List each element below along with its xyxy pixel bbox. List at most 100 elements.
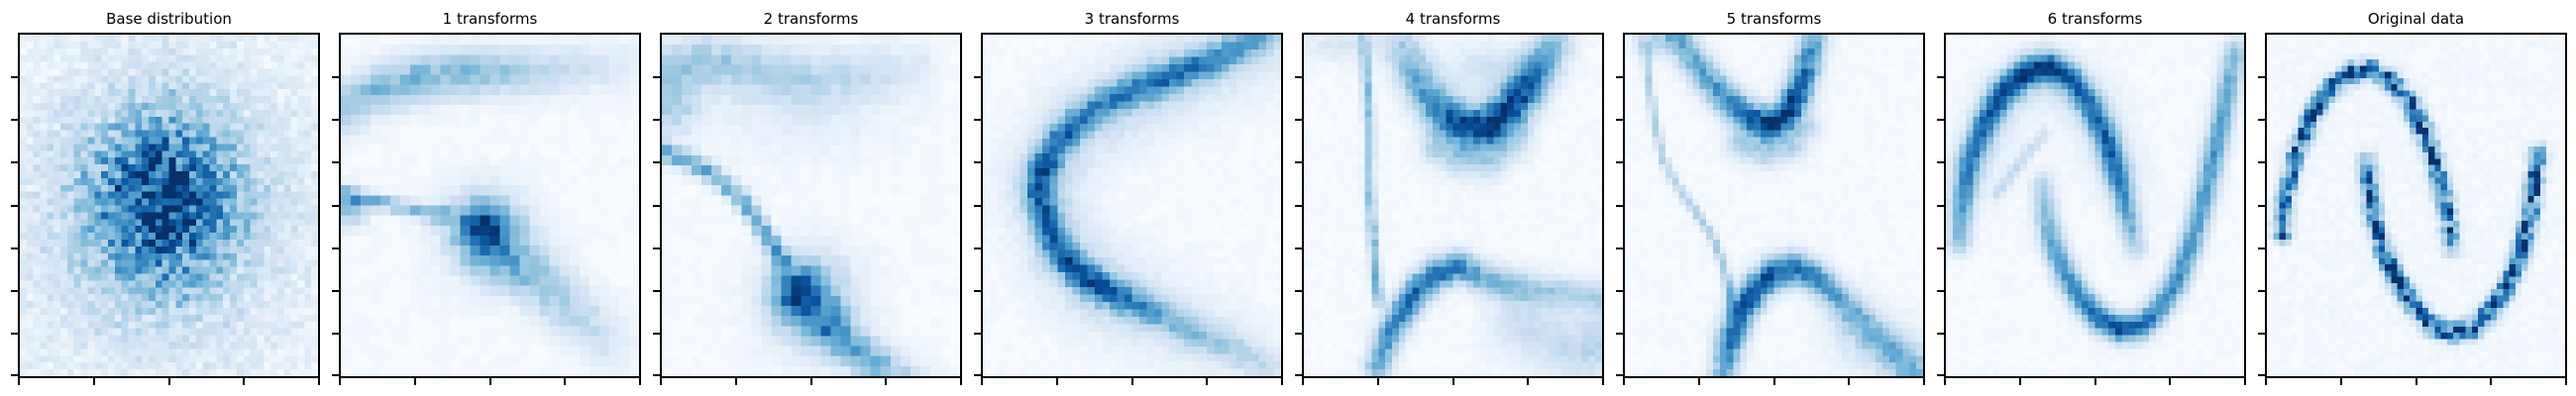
heatmap-canvas <box>1946 35 2244 376</box>
y-tick-mark <box>1937 204 1944 207</box>
heatmap-canvas <box>1625 35 1923 376</box>
y-tick-mark <box>2258 247 2265 249</box>
y-tick-mark <box>11 374 18 376</box>
x-tick-mark <box>414 378 417 385</box>
x-tick-mark <box>1377 378 1380 385</box>
x-tick-mark <box>488 378 491 385</box>
x-tick-mark <box>1205 378 1208 385</box>
y-tick-mark <box>1295 204 1302 207</box>
y-tick-mark <box>2258 332 2265 335</box>
subplot-title: 3 transforms <box>1084 10 1180 28</box>
y-tick-mark <box>1295 76 1302 79</box>
x-tick-mark <box>1698 378 1701 385</box>
y-tick-mark <box>2258 289 2265 292</box>
y-tick-mark <box>332 119 339 122</box>
x-tick-mark <box>1944 378 1946 385</box>
y-tick-mark <box>974 119 981 122</box>
subplot-row: Base distribution 1 transforms 2 transfo… <box>11 10 2567 385</box>
x-tick-mark <box>242 378 245 385</box>
y-tick-mark <box>974 374 981 376</box>
x-tick-mark <box>1281 378 1283 385</box>
x-tick-mark <box>2489 378 2492 385</box>
y-tick-mark <box>1937 332 1944 335</box>
y-tick-mark <box>653 332 660 335</box>
y-tick-mark <box>1295 332 1302 335</box>
x-tick-mark <box>18 378 20 385</box>
y-tick-mark <box>1295 289 1302 292</box>
y-tick-mark <box>332 161 339 164</box>
x-tick-mark <box>2415 378 2417 385</box>
x-tick-mark <box>563 378 566 385</box>
y-tick-mark <box>2258 204 2265 207</box>
y-tick-mark <box>332 204 339 207</box>
y-tick-mark <box>974 76 981 79</box>
x-tick-mark <box>2244 378 2246 385</box>
y-tick-mark <box>1937 374 1944 376</box>
subplot-title: Original data <box>2367 10 2465 28</box>
y-tick-mark <box>653 374 660 376</box>
x-tick-mark <box>1772 378 1775 385</box>
y-tick-mark <box>11 161 18 164</box>
y-tick-mark <box>1295 247 1302 249</box>
y-tick-mark <box>653 204 660 207</box>
y-tick-mark <box>332 289 339 292</box>
y-tick-mark <box>11 289 18 292</box>
x-tick-mark <box>1526 378 1529 385</box>
y-tick-mark <box>1616 76 1623 79</box>
y-tick-mark <box>11 332 18 335</box>
y-tick-mark <box>1616 161 1623 164</box>
heatmap-canvas <box>1304 35 1602 376</box>
y-tick-mark <box>1616 289 1623 292</box>
heatmap-canvas <box>341 35 639 376</box>
y-tick-mark <box>1616 374 1623 376</box>
y-tick-mark <box>1295 374 1302 376</box>
y-tick-mark <box>332 247 339 249</box>
y-tick-mark <box>974 332 981 335</box>
y-tick-mark <box>332 76 339 79</box>
x-tick-mark <box>639 378 641 385</box>
y-tick-mark <box>2258 161 2265 164</box>
y-tick-mark <box>1616 204 1623 207</box>
x-tick-mark <box>1130 378 1133 385</box>
subplot-3-transforms: 3 transforms <box>974 10 1283 385</box>
x-tick-mark <box>2019 378 2022 385</box>
y-tick-mark <box>2258 76 2265 79</box>
x-tick-mark <box>981 378 983 385</box>
y-tick-mark <box>1937 76 1944 79</box>
x-tick-mark <box>167 378 170 385</box>
y-tick-mark <box>974 161 981 164</box>
subplot-original-data: Original data <box>2258 10 2567 385</box>
x-tick-mark <box>884 378 887 385</box>
y-tick-mark <box>974 204 981 207</box>
subplot-5-transforms: 5 transforms <box>1616 10 1925 385</box>
x-tick-mark <box>2565 378 2567 385</box>
x-tick-mark <box>1302 378 1304 385</box>
y-tick-mark <box>1937 289 1944 292</box>
x-tick-mark <box>1451 378 1454 385</box>
subplot-2-transforms: 2 transforms <box>653 10 962 385</box>
y-tick-mark <box>11 119 18 122</box>
x-tick-mark <box>809 378 812 385</box>
y-tick-mark <box>11 204 18 207</box>
x-tick-mark <box>2093 378 2096 385</box>
x-tick-mark <box>735 378 738 385</box>
y-tick-mark <box>1937 119 1944 122</box>
subplot-4-transforms: 4 transforms <box>1295 10 1604 385</box>
subplot-title: 4 transforms <box>1405 10 1501 28</box>
y-tick-mark <box>653 289 660 292</box>
x-tick-mark <box>2168 378 2171 385</box>
x-tick-mark <box>318 378 320 385</box>
y-tick-mark <box>1937 161 1944 164</box>
subplot-title: Base distribution <box>106 10 232 28</box>
y-tick-mark <box>11 247 18 249</box>
y-tick-mark <box>653 161 660 164</box>
subplot-1-transforms: 1 transforms <box>332 10 641 385</box>
y-tick-mark <box>974 247 981 249</box>
y-tick-mark <box>332 374 339 376</box>
subplot-title: 1 transforms <box>442 10 538 28</box>
subplot-title: 6 transforms <box>2047 10 2143 28</box>
y-tick-mark <box>2258 119 2265 122</box>
x-tick-mark <box>2340 378 2343 385</box>
y-tick-mark <box>1616 332 1623 335</box>
